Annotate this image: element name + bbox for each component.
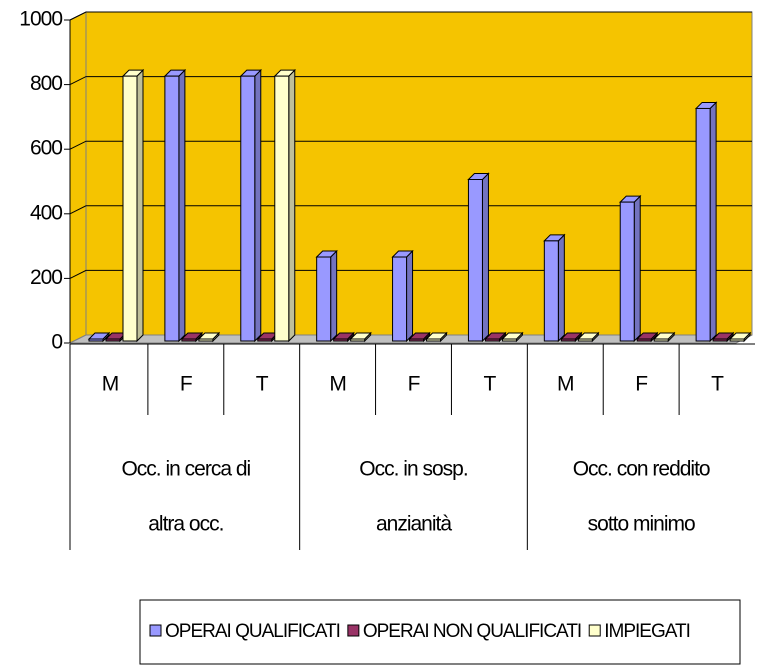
bar (105, 338, 121, 342)
x-tick-label: T (483, 373, 496, 396)
bar-side (633, 194, 641, 343)
x-tick-label: M (557, 373, 574, 396)
bar (712, 338, 728, 342)
bar (619, 201, 635, 342)
legend-swatch (588, 624, 601, 637)
bar-side (178, 68, 186, 343)
bar (729, 338, 745, 342)
bar-side (481, 172, 489, 343)
x-tick-label: F (635, 373, 647, 396)
group-label: Occ. in cerca di (121, 458, 250, 481)
bar-side (136, 68, 144, 343)
legend-label: OPERAI NON QUALIFICATI (363, 621, 581, 642)
x-tick-label: F (180, 373, 192, 396)
group-label: altra occ. (148, 513, 223, 536)
bar (333, 338, 349, 342)
legend-box (139, 599, 741, 665)
x-tick-label: F (408, 373, 420, 396)
x-tick-label: T (256, 373, 269, 396)
bar (484, 338, 500, 342)
bar (122, 75, 138, 342)
bar (274, 75, 290, 342)
bar-side (557, 233, 565, 343)
y-tick-label: 1000 (19, 8, 62, 31)
bar (198, 338, 214, 342)
bar (240, 75, 256, 342)
group-label: sotto minimo (588, 513, 695, 536)
bar (88, 338, 104, 342)
group-label: anzianità (376, 513, 452, 536)
bar-side (254, 68, 262, 343)
bar (467, 179, 483, 342)
bar (409, 338, 425, 342)
bar (501, 338, 517, 342)
bar (257, 338, 273, 342)
grid-line (69, 140, 752, 150)
group-label: Occ. con reddito (573, 458, 710, 481)
x-tick-label: M (102, 373, 119, 396)
bar-side (709, 101, 717, 343)
x-tick-label: M (329, 373, 346, 396)
bar-side (330, 249, 338, 343)
grid-line (69, 205, 752, 215)
y-tick-label: 800 (30, 72, 62, 95)
bar (577, 338, 593, 342)
legend-label: OPERAI QUALIFICATI (165, 621, 340, 642)
bar (695, 107, 711, 342)
grid-line (69, 269, 752, 279)
bar-side (288, 68, 296, 343)
grid-line (69, 76, 752, 86)
grid-line (69, 11, 752, 21)
bar (164, 75, 180, 342)
bar (636, 338, 652, 342)
bar (560, 338, 576, 342)
group-label: Occ. in sosp. (359, 458, 467, 481)
bar (181, 338, 197, 342)
y-tick-label: 200 (30, 266, 62, 289)
bar (316, 256, 332, 342)
bar (426, 338, 442, 342)
legend-swatch (347, 624, 360, 637)
legend-swatch (149, 624, 162, 637)
legend-label: IMPIEGATI (604, 621, 690, 642)
bar (543, 240, 559, 342)
bar-side (406, 249, 414, 343)
y-tick-label: 0 (51, 331, 62, 354)
bar (653, 338, 669, 342)
y-tick-label: 600 (30, 137, 62, 160)
back-wall (85, 11, 753, 336)
x-tick-label: T (711, 373, 724, 396)
y-tick-label: 400 (30, 201, 62, 224)
bar (392, 256, 408, 342)
bar (350, 338, 366, 342)
side-wall (69, 11, 87, 344)
